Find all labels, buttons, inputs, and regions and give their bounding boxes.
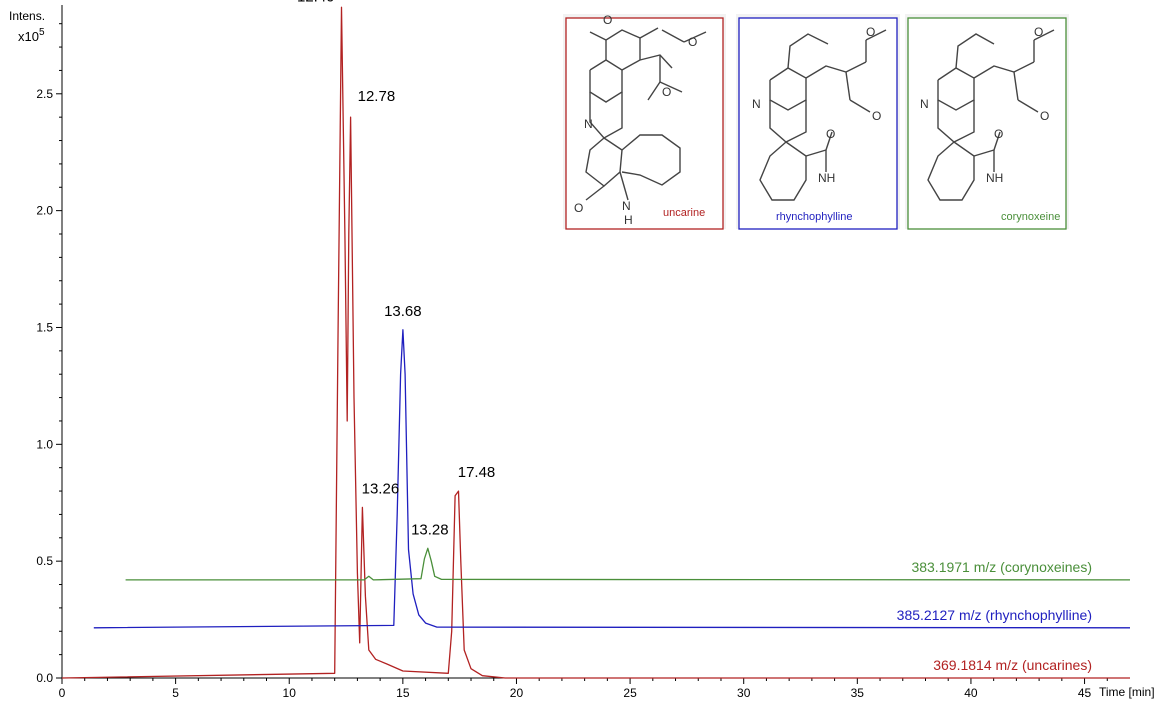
structure-insets: O O O N O N H uncarine <box>563 13 1069 230</box>
y-axis-multiplier: x105 <box>18 27 45 44</box>
svg-text:O: O <box>1040 109 1049 123</box>
peak-label: 13.26 <box>362 480 400 497</box>
structure-rhynchophylline: N O O O NH rhynchophylline <box>736 14 900 230</box>
structure-uncarine: O O O N O N H uncarine <box>563 13 726 230</box>
trace-label: 383.1971 m/z (corynoxeines) <box>911 559 1092 575</box>
x-tick-label: 25 <box>623 686 637 700</box>
y-tick-label: 1.5 <box>36 320 53 334</box>
x-tick-label: 40 <box>964 686 978 700</box>
peak-label: 13.28 <box>411 521 449 538</box>
x-tick-label: 10 <box>283 686 297 700</box>
svg-text:NH: NH <box>986 171 1003 185</box>
x-tick-label: 30 <box>737 686 751 700</box>
y-tick-label: 0.5 <box>36 554 53 568</box>
peak-label: 12.78 <box>358 88 396 105</box>
svg-text:O: O <box>603 13 612 27</box>
svg-text:O: O <box>1034 25 1043 39</box>
y-axis-multiplier-base: x10 <box>18 29 39 44</box>
svg-text:H: H <box>624 213 633 227</box>
x-tick-label: 5 <box>172 686 179 700</box>
y-tick-label: 2.5 <box>36 87 53 101</box>
trace-uncarines <box>61 6 1130 679</box>
traces <box>61 6 1131 679</box>
x-tick-label: 45 <box>1078 686 1092 700</box>
peak-labels: 12.40 12.78 13.68 13.26 17.48 13.28 <box>297 0 495 538</box>
svg-text:N: N <box>622 199 631 213</box>
y-axis-multiplier-exponent: 5 <box>39 27 45 38</box>
structure-name-uncarine: uncarine <box>663 207 705 219</box>
trace-label: 385.2127 m/z (rhynchophylline) <box>897 607 1092 623</box>
svg-text:O: O <box>662 85 671 99</box>
uncarine-structure-drawing <box>585 27 707 201</box>
svg-text:N: N <box>920 97 929 111</box>
trace-corynoxeines <box>125 547 1131 581</box>
y-tick-label: 0.0 <box>36 671 53 685</box>
structure-name-rhynchophylline: rhynchophylline <box>776 211 852 223</box>
y-axis-label: Intens. <box>9 9 45 23</box>
x-tick-label: 0 <box>59 686 66 700</box>
trace-labels: 369.1814 m/z (uncarines) 385.2127 m/z (rh… <box>897 559 1092 673</box>
x-ticks: 0 5 10 15 20 25 30 35 40 45 <box>59 678 1108 700</box>
x-axis-label: Time [min] <box>1099 685 1155 699</box>
peak-label: 12.40 <box>297 0 335 5</box>
svg-text:O: O <box>994 127 1003 141</box>
trace-rhynchophylline <box>93 329 1131 629</box>
svg-text:O: O <box>574 201 583 215</box>
rhynchophylline-structure-drawing <box>759 29 887 201</box>
peak-label: 17.48 <box>458 464 496 481</box>
svg-text:NH: NH <box>818 171 835 185</box>
x-tick-label: 15 <box>396 686 410 700</box>
structure-name-corynoxeine: corynoxeine <box>1001 211 1060 223</box>
corynoxeine-structure-drawing <box>927 29 1055 201</box>
peak-label: 13.68 <box>384 303 422 320</box>
structure-corynoxeine: N O O O NH corynoxeine <box>905 14 1069 230</box>
svg-text:O: O <box>688 35 697 49</box>
svg-text:O: O <box>866 25 875 39</box>
svg-text:N: N <box>752 97 761 111</box>
y-ticks: 0.0 0.5 1.0 1.5 2.0 2.5 <box>36 23 62 685</box>
svg-text:N: N <box>584 117 593 131</box>
trace-label: 369.1814 m/z (uncarines) <box>933 657 1092 673</box>
svg-text:O: O <box>826 127 835 141</box>
y-tick-label: 2.0 <box>36 204 53 218</box>
svg-text:O: O <box>872 109 881 123</box>
x-tick-label: 20 <box>510 686 524 700</box>
x-tick-label: 35 <box>851 686 865 700</box>
y-tick-label: 1.0 <box>36 437 53 451</box>
